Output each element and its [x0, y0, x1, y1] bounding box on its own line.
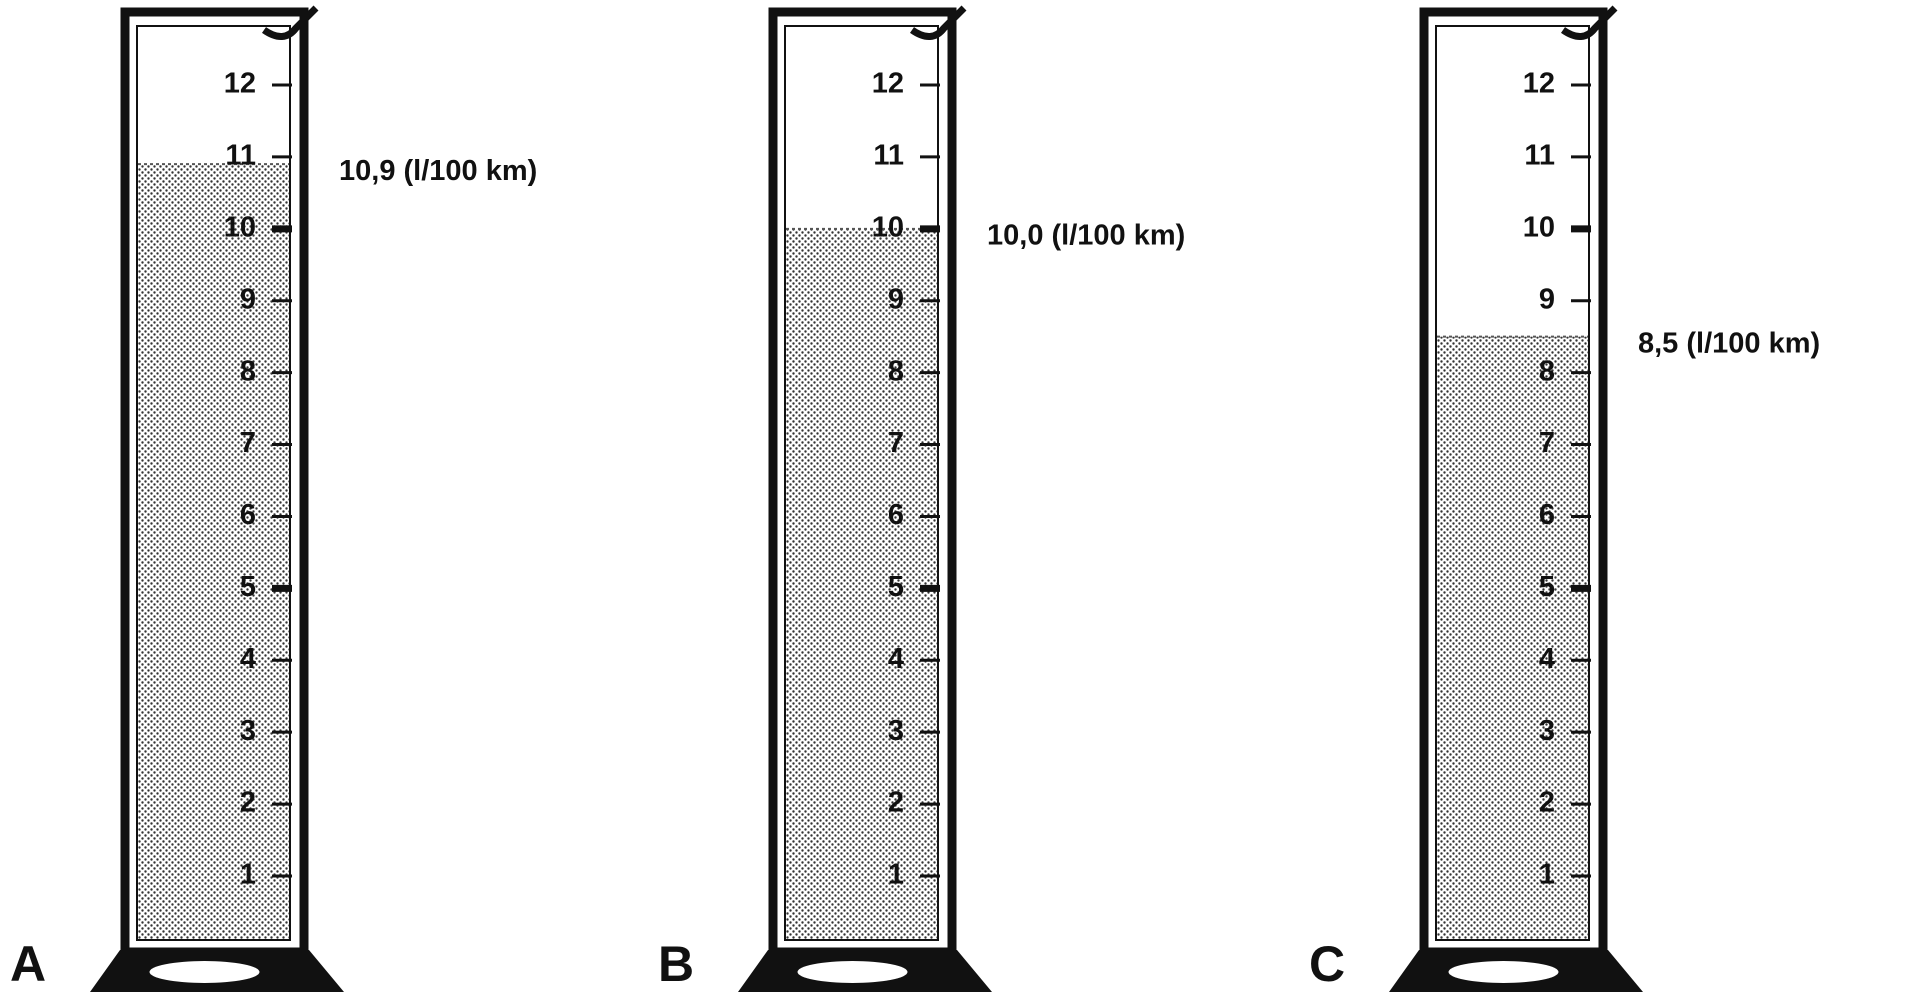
tick-label: 3: [888, 715, 904, 747]
foot-highlight: [798, 961, 908, 983]
tick-label: 4: [888, 643, 904, 675]
tick-label: 6: [240, 499, 256, 531]
tick-label: 8: [888, 355, 904, 387]
tick-label: 8: [240, 355, 256, 387]
tick-label: 5: [240, 571, 256, 603]
liquid-fill: [138, 164, 289, 939]
tick-label: 4: [240, 643, 256, 675]
tick-label: 11: [225, 140, 256, 172]
tick-label: 3: [1539, 715, 1555, 747]
tick-label: 10: [224, 211, 256, 243]
foot-highlight: [150, 961, 260, 983]
cylinder-letter: B: [658, 936, 694, 992]
tick-label: 2: [1539, 787, 1555, 819]
level-label: 8,5 (l/100 km): [1638, 327, 1820, 359]
tick-label: 11: [1524, 140, 1555, 172]
diagram: 12345678910111210,9 (l/100 km)A123456789…: [0, 0, 1908, 995]
tick-label: 1: [240, 859, 256, 891]
tick-label: 2: [888, 787, 904, 819]
tick-label: 12: [224, 68, 256, 100]
level-label: 10,0 (l/100 km): [987, 219, 1185, 251]
tick-label: 7: [1539, 427, 1555, 459]
tick-label: 6: [888, 499, 904, 531]
tick-label: 7: [888, 427, 904, 459]
foot-highlight: [1449, 961, 1559, 983]
tick-label: 9: [240, 283, 256, 315]
tick-label: 3: [240, 715, 256, 747]
tick-label: 5: [1539, 571, 1555, 603]
tick-label: 5: [888, 571, 904, 603]
liquid-fill: [1437, 337, 1588, 939]
tick-label: 10: [872, 211, 904, 243]
tick-label: 9: [1539, 283, 1555, 315]
level-label: 10,9 (l/100 km): [339, 155, 537, 187]
liquid-fill: [786, 229, 937, 939]
tick-label: 11: [873, 140, 904, 172]
tick-label: 9: [888, 283, 904, 315]
tick-label: 7: [240, 427, 256, 459]
tick-label: 1: [1539, 859, 1555, 891]
tick-label: 8: [1539, 355, 1555, 387]
tick-label: 12: [872, 68, 904, 100]
cylinder-letter: A: [10, 936, 46, 992]
cylinder-letter: C: [1309, 936, 1345, 992]
tick-label: 12: [1523, 68, 1555, 100]
tick-label: 4: [1539, 643, 1555, 675]
tick-label: 10: [1523, 211, 1555, 243]
tick-label: 6: [1539, 499, 1555, 531]
tick-label: 2: [240, 787, 256, 819]
tick-label: 1: [888, 859, 904, 891]
